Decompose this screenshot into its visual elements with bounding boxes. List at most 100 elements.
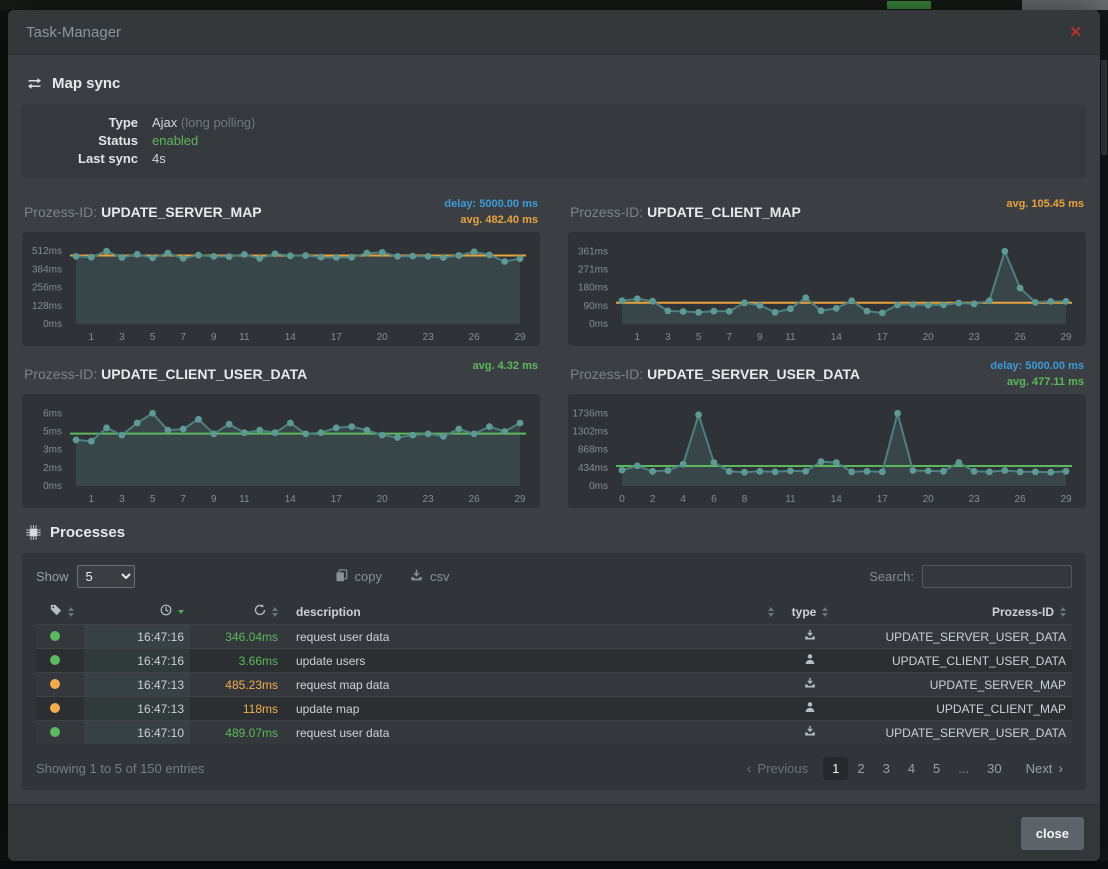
sort-arrows-icon bbox=[822, 607, 828, 617]
svg-text:0: 0 bbox=[619, 494, 625, 505]
svg-text:23: 23 bbox=[969, 494, 981, 505]
svg-text:5: 5 bbox=[150, 332, 156, 343]
row-process-id: UPDATE_SERVER_MAP bbox=[840, 673, 1072, 697]
csv-export-button[interactable]: csv bbox=[410, 569, 450, 585]
status-dot bbox=[50, 727, 60, 737]
copy-button[interactable]: copy bbox=[335, 569, 382, 585]
row-type bbox=[780, 721, 840, 745]
time-column-header[interactable] bbox=[84, 599, 190, 625]
svg-text:1: 1 bbox=[89, 494, 95, 505]
duration-column-header[interactable] bbox=[190, 599, 284, 625]
table-row[interactable]: 16:47:16 3.66ms update users UPDATE_CLIE… bbox=[36, 649, 1072, 673]
svg-text:271ms: 271ms bbox=[578, 264, 608, 275]
row-process-id: UPDATE_SERVER_USER_DATA bbox=[840, 625, 1072, 649]
row-description: request map data bbox=[284, 673, 780, 697]
svg-text:3ms: 3ms bbox=[43, 445, 62, 456]
svg-text:6ms: 6ms bbox=[43, 408, 62, 419]
svg-text:256ms: 256ms bbox=[32, 283, 62, 294]
chart-svg: 0ms434ms868ms1302ms1736ms024681114172023… bbox=[568, 394, 1086, 508]
close-button[interactable]: close bbox=[1021, 817, 1084, 850]
row-time: 16:47:13 bbox=[84, 697, 190, 721]
svg-text:0ms: 0ms bbox=[589, 481, 608, 492]
row-time: 16:47:13 bbox=[84, 673, 190, 697]
chart-svg: 0ms90ms180ms271ms361ms135791114172023262… bbox=[568, 232, 1086, 346]
modal-body: Map sync Type Ajax (long polling) Status… bbox=[8, 55, 1100, 804]
svg-text:4: 4 bbox=[680, 494, 686, 505]
entries-summary: Showing 1 to 5 of 150 entries bbox=[36, 761, 204, 776]
svg-text:1302ms: 1302ms bbox=[572, 427, 608, 438]
chart-delay-label: delay: 5000.00 ms bbox=[990, 358, 1084, 374]
svg-text:5: 5 bbox=[696, 332, 702, 343]
svg-text:1736ms: 1736ms bbox=[572, 408, 608, 419]
charts-grid: Prozess-ID:UPDATE_SERVER_MAP delay: 5000… bbox=[22, 192, 1086, 508]
svg-text:1: 1 bbox=[89, 332, 95, 343]
page-button-3[interactable]: 3 bbox=[874, 757, 899, 780]
timing-chart: 0ms434ms868ms1302ms1736ms024681114172023… bbox=[568, 394, 1086, 508]
chart-svg: 0ms128ms256ms384ms512ms13579111417202326… bbox=[22, 232, 540, 346]
next-page-button[interactable]: Next › bbox=[1017, 756, 1072, 780]
page-length-select[interactable]: 5 bbox=[77, 565, 135, 588]
row-duration: 485.23ms bbox=[190, 673, 284, 697]
page-button-1[interactable]: 1 bbox=[823, 757, 848, 780]
close-icon[interactable]: ✕ bbox=[1069, 23, 1082, 41]
page-button-5[interactable]: 5 bbox=[924, 757, 949, 780]
background-grey-block bbox=[1022, 0, 1108, 10]
svg-text:0ms: 0ms bbox=[589, 319, 608, 330]
chart-avg-label: avg. 105.45 ms bbox=[1006, 196, 1084, 212]
svg-text:14: 14 bbox=[285, 332, 297, 343]
process-table: description type Proze bbox=[36, 599, 1072, 744]
table-controls: Show 5 copy bbox=[36, 565, 1072, 588]
description-column-header[interactable]: description bbox=[284, 599, 780, 625]
sync-type-label: Type bbox=[38, 114, 138, 132]
svg-text:361ms: 361ms bbox=[578, 246, 608, 257]
page-ellipsis: ... bbox=[949, 757, 978, 780]
task-manager-modal: Task-Manager ✕ Map sync Type Ajax (long … bbox=[8, 10, 1100, 861]
chart-svg: 0ms2ms3ms5ms6ms1357911141720232629 bbox=[22, 394, 540, 508]
svg-text:90ms: 90ms bbox=[584, 301, 608, 312]
sync-status-value: enabled bbox=[152, 132, 198, 150]
process-id-column-header[interactable]: Prozess-ID bbox=[840, 599, 1072, 625]
previous-page-button[interactable]: ‹ Previous bbox=[738, 756, 817, 780]
chart-cell-update-server-map: Prozess-ID:UPDATE_SERVER_MAP delay: 5000… bbox=[22, 192, 540, 346]
table-header-row: description type Proze bbox=[36, 599, 1072, 625]
table-row[interactable]: 16:47:16 346.04ms request user data UPDA… bbox=[36, 625, 1072, 649]
svg-text:23: 23 bbox=[423, 494, 435, 505]
row-time: 16:47:16 bbox=[84, 625, 190, 649]
svg-text:11: 11 bbox=[239, 332, 250, 343]
svg-text:26: 26 bbox=[469, 494, 481, 505]
svg-text:11: 11 bbox=[785, 332, 796, 343]
table-row[interactable]: 16:47:13 485.23ms request map data UPDAT… bbox=[36, 673, 1072, 697]
page-button-2[interactable]: 2 bbox=[848, 757, 873, 780]
processes-heading-label: Processes bbox=[50, 524, 125, 541]
sort-arrows-icon bbox=[68, 607, 74, 617]
modal-title: Task-Manager bbox=[26, 24, 121, 41]
svg-text:20: 20 bbox=[377, 494, 389, 505]
search-input[interactable] bbox=[922, 565, 1072, 588]
page-button-4[interactable]: 4 bbox=[899, 757, 924, 780]
svg-text:17: 17 bbox=[877, 332, 889, 343]
page-button-30[interactable]: 30 bbox=[978, 757, 1010, 780]
sync-status-label: Status bbox=[38, 132, 138, 150]
table-footer: Showing 1 to 5 of 150 entries ‹ Previous… bbox=[36, 756, 1072, 780]
table-row[interactable]: 16:47:13 118ms update map UPDATE_CLIENT_… bbox=[36, 697, 1072, 721]
sort-descending-icon bbox=[178, 610, 184, 614]
svg-text:0ms: 0ms bbox=[43, 481, 62, 492]
type-column-header[interactable]: type bbox=[780, 599, 840, 625]
chart-cell-update-client-user-data: Prozess-ID:UPDATE_CLIENT_USER_DATA avg. … bbox=[22, 354, 540, 508]
svg-text:17: 17 bbox=[331, 332, 343, 343]
chart-delay-label: delay: 5000.00 ms bbox=[444, 196, 538, 212]
chart-title: Prozess-ID:UPDATE_SERVER_MAP bbox=[24, 204, 262, 220]
last-sync-label: Last sync bbox=[38, 150, 138, 168]
table-row[interactable]: 16:47:10 489.07ms request user data UPDA… bbox=[36, 721, 1072, 745]
svg-text:1: 1 bbox=[635, 332, 641, 343]
row-description: update users bbox=[284, 649, 780, 673]
server-download-icon bbox=[804, 629, 816, 641]
status-column-header[interactable] bbox=[36, 599, 84, 625]
svg-text:11: 11 bbox=[785, 494, 796, 505]
server-download-icon bbox=[804, 677, 816, 689]
background-scrollbar-thumb[interactable] bbox=[1101, 60, 1107, 155]
svg-text:14: 14 bbox=[831, 332, 843, 343]
row-duration: 3.66ms bbox=[190, 649, 284, 673]
chip-icon bbox=[26, 525, 41, 540]
row-description: request user data bbox=[284, 625, 780, 649]
